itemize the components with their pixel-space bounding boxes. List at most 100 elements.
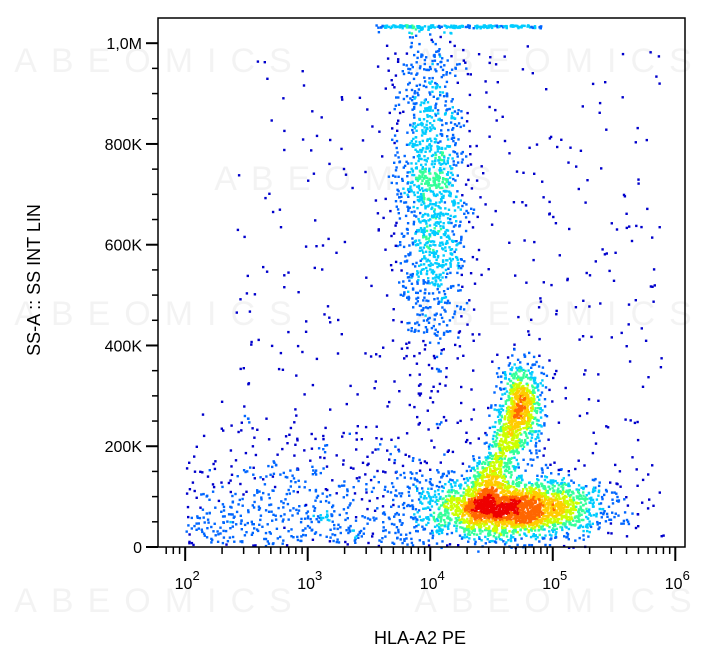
data-point <box>444 500 447 503</box>
data-point <box>451 479 454 482</box>
data-point <box>491 509 495 512</box>
data-point <box>414 244 418 247</box>
data-point <box>429 122 432 125</box>
data-point <box>494 495 497 498</box>
data-point <box>457 202 460 205</box>
data-point <box>501 409 505 412</box>
data-point <box>436 147 440 150</box>
data-point <box>533 520 536 524</box>
data-point <box>492 504 496 507</box>
data-point <box>474 477 477 480</box>
data-point <box>437 523 441 526</box>
data-point <box>539 505 542 508</box>
data-point <box>583 464 586 467</box>
data-point <box>528 517 532 521</box>
data-point <box>438 323 441 326</box>
data-point <box>433 313 436 317</box>
data-point <box>468 129 471 133</box>
data-point <box>471 226 475 229</box>
data-point <box>451 495 454 498</box>
data-point <box>490 479 493 482</box>
data-point <box>518 533 521 537</box>
data-point <box>445 179 449 182</box>
data-point <box>470 496 473 499</box>
density-points <box>185 24 665 553</box>
data-point <box>482 511 486 514</box>
data-point <box>529 399 533 403</box>
data-point <box>493 430 496 434</box>
data-point <box>559 501 563 504</box>
data-point <box>452 150 455 153</box>
data-point <box>503 461 506 465</box>
data-point <box>414 265 417 268</box>
data-point <box>554 510 558 514</box>
data-point <box>409 124 412 127</box>
data-point <box>554 515 558 519</box>
data-point <box>483 476 486 479</box>
data-point <box>432 385 435 388</box>
data-point <box>515 421 518 425</box>
data-point <box>538 540 541 543</box>
data-point <box>493 500 497 503</box>
data-point <box>422 192 425 196</box>
data-point <box>440 119 443 122</box>
data-point <box>497 510 500 514</box>
data-point <box>492 434 495 438</box>
data-point <box>442 214 445 217</box>
data-point <box>542 454 545 457</box>
data-point <box>515 414 518 417</box>
data-point <box>527 377 530 380</box>
data-point <box>397 58 400 61</box>
data-point <box>503 506 506 509</box>
data-point <box>520 406 523 409</box>
data-point <box>496 514 499 517</box>
data-point <box>517 483 521 486</box>
data-point <box>521 394 524 397</box>
data-point <box>493 524 496 527</box>
data-point <box>589 525 593 529</box>
data-point <box>573 516 576 519</box>
data-point <box>481 522 484 525</box>
data-point <box>526 384 529 387</box>
data-point <box>432 283 435 286</box>
data-point <box>410 41 413 45</box>
data-point <box>525 495 529 498</box>
data-point <box>561 487 565 490</box>
data-point <box>437 471 440 474</box>
data-point <box>469 153 472 156</box>
data-point <box>482 460 485 464</box>
data-point <box>456 63 459 66</box>
data-point <box>536 485 539 489</box>
data-point <box>480 482 483 485</box>
data-point <box>384 248 387 251</box>
data-point <box>579 505 582 508</box>
data-point <box>617 499 621 502</box>
data-point <box>475 501 479 504</box>
data-point <box>509 368 512 371</box>
data-point <box>538 513 541 517</box>
data-point <box>541 384 544 387</box>
data-point <box>588 501 591 504</box>
data-point <box>445 241 448 244</box>
data-point <box>449 194 452 198</box>
data-point <box>525 382 528 386</box>
data-point <box>499 456 502 459</box>
data-point <box>473 516 476 519</box>
data-point <box>515 478 518 482</box>
data-point <box>510 423 514 426</box>
data-point <box>449 31 452 35</box>
data-point <box>453 151 457 154</box>
data-point <box>434 276 437 279</box>
data-point <box>429 264 432 268</box>
data-point <box>417 187 421 190</box>
data-point <box>521 514 525 517</box>
data-point <box>466 164 470 167</box>
data-point <box>533 381 536 384</box>
data-point <box>496 432 499 435</box>
data-point <box>485 509 488 513</box>
data-point <box>414 148 417 151</box>
data-point <box>559 521 562 525</box>
data-point <box>429 82 432 85</box>
data-point <box>395 166 398 169</box>
data-point <box>511 495 515 498</box>
